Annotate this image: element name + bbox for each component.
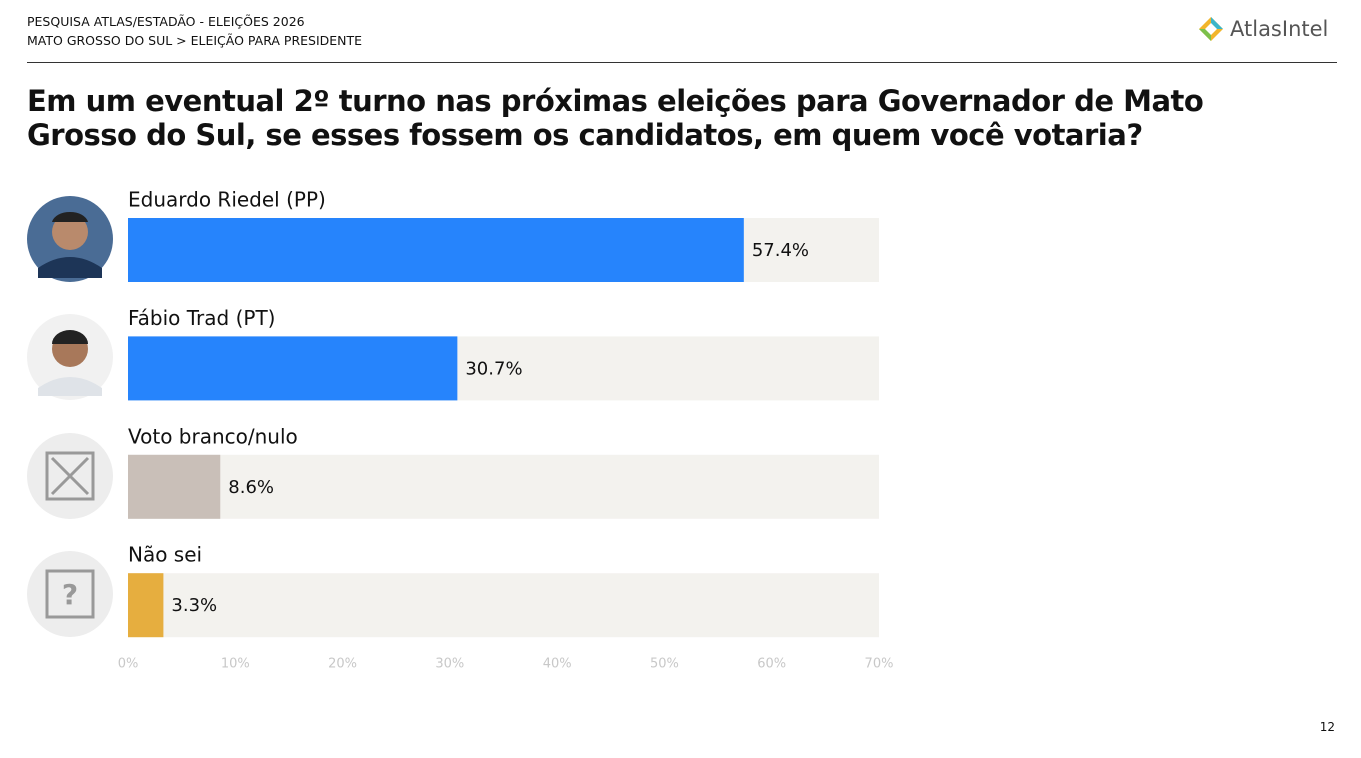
category-label: Fábio Trad (PT) — [128, 306, 275, 330]
header-line: MATO GROSSO DO SUL > ELEIÇÃO PARA PRESID… — [27, 33, 363, 48]
icon-unknown: ? — [27, 551, 113, 637]
category-label: Voto branco/nulo — [128, 424, 298, 448]
x-tick-label: 30% — [435, 657, 464, 672]
header-rule — [27, 62, 1337, 63]
x-tick-label: 40% — [543, 657, 572, 672]
page-number: 12 — [1319, 720, 1335, 734]
x-tick-label: 10% — [221, 657, 250, 672]
value-label: 8.6% — [228, 477, 274, 498]
bar-track — [128, 573, 879, 638]
value-label: 57.4% — [752, 240, 809, 261]
x-tick-label: 50% — [650, 657, 679, 672]
bar — [128, 454, 221, 519]
logo: AtlasIntel — [1198, 16, 1328, 42]
category-label: Não sei — [128, 543, 202, 567]
value-label: 30.7% — [465, 358, 522, 379]
logo-icon — [1199, 17, 1223, 41]
bar — [128, 573, 164, 638]
value-label: 3.3% — [171, 595, 217, 616]
x-tick-label: 20% — [328, 657, 357, 672]
icon-blank — [27, 433, 113, 519]
avatar — [27, 314, 113, 400]
x-tick-label: 70% — [865, 657, 894, 672]
avatar — [27, 196, 113, 282]
bar — [128, 336, 458, 401]
category-label: Eduardo Riedel (PP) — [128, 188, 326, 212]
bar — [128, 218, 744, 282]
chart-title: Em um eventual 2º turno nas próximas ele… — [27, 84, 1204, 152]
logo-text: AtlasIntel — [1230, 17, 1329, 41]
x-tick-label: 60% — [757, 657, 786, 672]
header-line: PESQUISA ATLAS/ESTADÃO - ELEIÇÕES 2026 — [27, 14, 305, 29]
bar-track — [128, 454, 879, 519]
svg-text:?: ? — [62, 578, 78, 611]
x-tick-label: 0% — [118, 657, 139, 672]
